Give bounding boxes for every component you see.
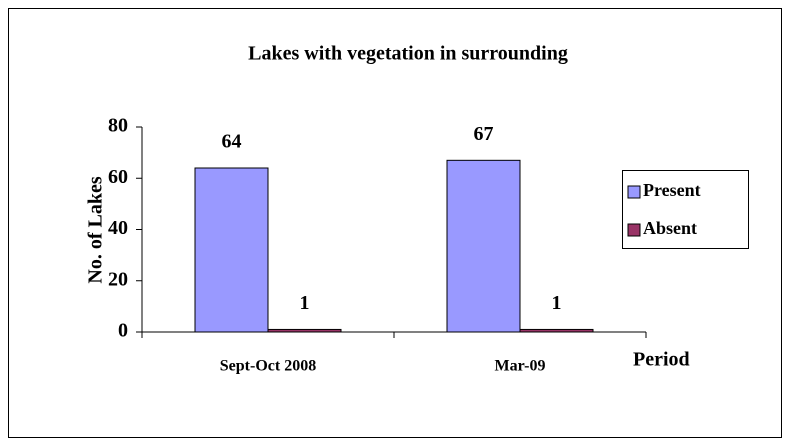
chart-title: Lakes with vegetation in surrounding [248,43,568,65]
x-tick-label: Sept-Oct 2008 [220,358,316,375]
y-tick-label: 60 [108,166,128,188]
legend-box [622,170,749,249]
legend-label: Present [643,180,701,200]
x-tick-label: Mar-09 [495,358,546,375]
y-tick-label: 0 [118,320,128,342]
y-tick-label: 80 [108,115,128,137]
y-tick-label: 20 [108,268,128,290]
legend-label: Absent [643,218,697,238]
legend-swatch [627,223,641,237]
legend-swatch [627,185,641,199]
data-label: 1 [300,292,310,314]
y-tick-label: 40 [108,217,128,239]
x-axis-title: Period [633,349,690,371]
bar [446,159,521,333]
data-label: 67 [474,123,494,145]
data-label: 64 [222,131,242,153]
y-axis-title: No. of Lakes [85,176,107,283]
bar [194,167,269,333]
data-label: 1 [552,292,562,314]
